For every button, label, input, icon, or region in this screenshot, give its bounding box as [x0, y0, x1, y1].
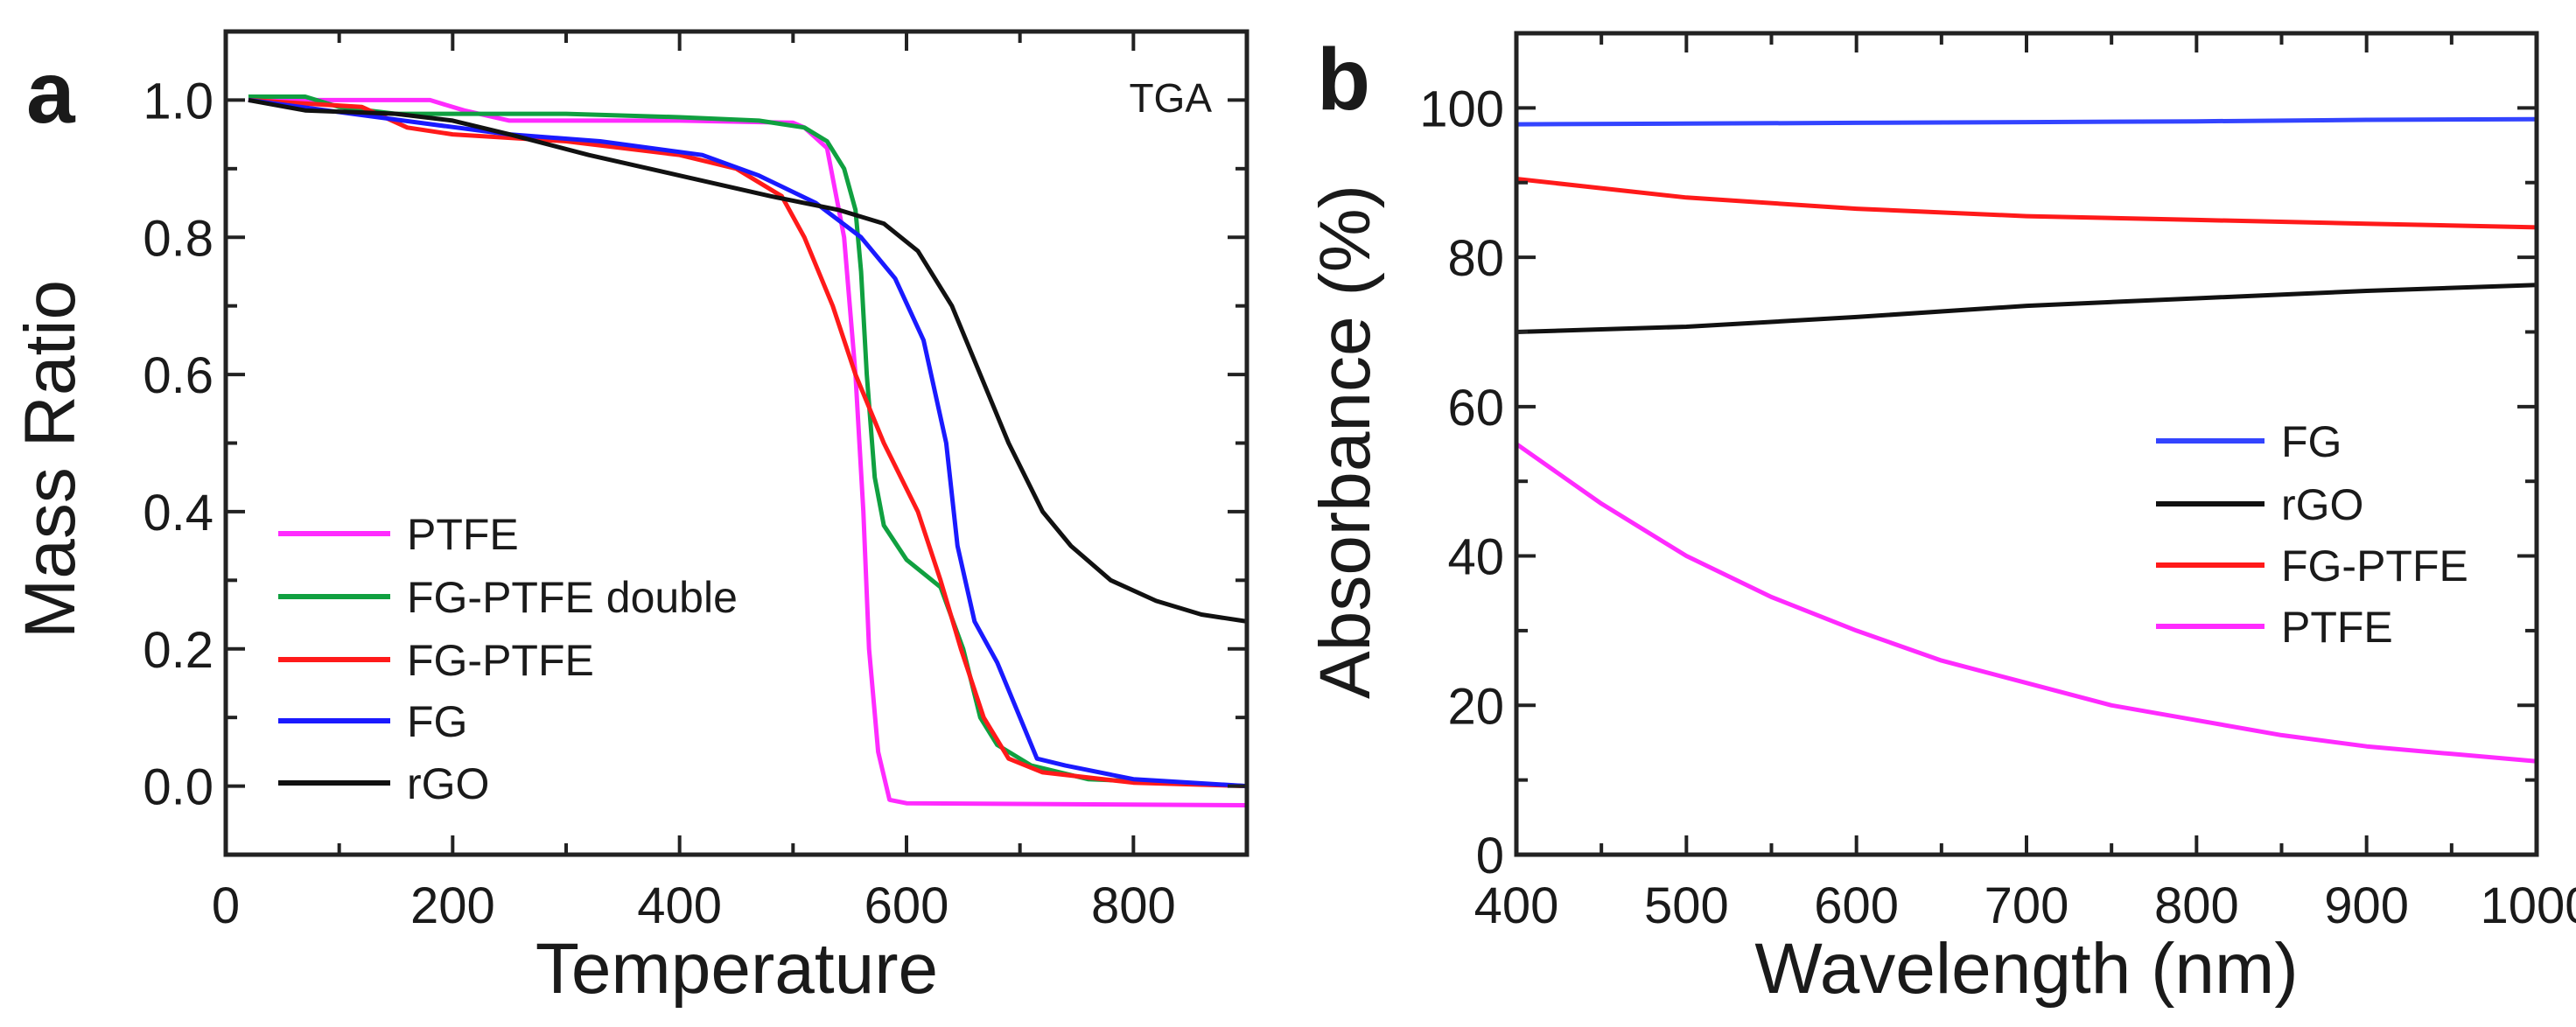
legend-label: FG-PTFE	[407, 636, 594, 685]
y-tick-label: 100	[1419, 80, 1504, 137]
tga-annotation: TGA	[1129, 75, 1212, 121]
x-tick-label: 0	[212, 877, 240, 934]
x-axis-title-a: Temperature	[536, 929, 938, 1009]
x-tick-label: 800	[1091, 877, 1176, 934]
series-line-ptfe	[1515, 442, 2538, 764]
plot-frame	[223, 29, 1250, 857]
x-tick-label: 400	[1474, 877, 1559, 934]
x-tick-label: 400	[637, 877, 722, 934]
y-tick-label: 0.4	[143, 485, 214, 541]
y-tick-label: 80	[1447, 230, 1504, 287]
y-tick-label: 0	[1476, 828, 1504, 884]
series-line-ptfe	[248, 97, 1248, 807]
legend-label: FG-PTFE	[2281, 541, 2468, 590]
y-tick-label: 20	[1447, 678, 1504, 735]
panel-label-b: b	[1317, 31, 1370, 129]
y-tick-label: 0.6	[143, 347, 214, 404]
series-line-fg-ptfe	[1516, 177, 2538, 230]
legend-label: FG	[2281, 417, 2342, 466]
x-tick-label: 800	[2154, 877, 2239, 934]
y-tick-label: 0.0	[143, 759, 214, 816]
y-tick-label: 40	[1447, 529, 1504, 586]
x-tick-label: 500	[1644, 877, 1729, 934]
series-line-fg	[1516, 116, 2538, 127]
series-line-rgo	[248, 97, 1248, 624]
legend-label: rGO	[2281, 480, 2363, 529]
panel-a-tga-chart: a TGA Temperature Mass Ratio 0 200 400 600 8…	[10, 29, 1250, 1009]
series-line-fg-ptfe-double	[248, 94, 1248, 789]
y-tick-label: 60	[1447, 380, 1504, 437]
y-axis-title-a: Mass Ratio	[10, 280, 90, 639]
legend-label: rGO	[407, 759, 489, 808]
legend: PTFE FG-PTFE double FG-PTFE FG rGO	[278, 510, 738, 808]
x-axis-title-b: Wavelength (nm)	[1754, 929, 2298, 1009]
legend: FG rGO FG-PTFE PTFE	[2156, 417, 2468, 652]
x-tick-label: 200	[410, 877, 495, 934]
series-line-rgo	[1516, 283, 2538, 334]
series-line-fg	[248, 97, 1248, 789]
y-tick-label: 1.0	[143, 73, 214, 129]
x-tick-label: 700	[1984, 877, 2069, 934]
y-tick-label: 0.8	[143, 210, 214, 267]
plot-frame	[1514, 31, 2539, 857]
panel-label-a: a	[26, 44, 76, 142]
legend-label: FG-PTFE double	[407, 573, 738, 622]
x-tick-label: 600	[864, 877, 949, 934]
panel-b-absorbance-chart: b Wavelength (nm) Absorbance (%) 400 500 6…	[1306, 31, 2576, 1009]
series-line-fg-ptfe	[248, 97, 1248, 789]
y-tick-label: 0.2	[143, 622, 214, 679]
legend-label: PTFE	[407, 510, 519, 559]
legend-label: PTFE	[2281, 603, 2393, 652]
x-tick-label: 900	[2324, 877, 2409, 934]
x-tick-label: 600	[1814, 877, 1899, 934]
y-axis-title-b: Absorbance (%)	[1306, 185, 1385, 699]
legend-label: FG	[407, 697, 467, 746]
